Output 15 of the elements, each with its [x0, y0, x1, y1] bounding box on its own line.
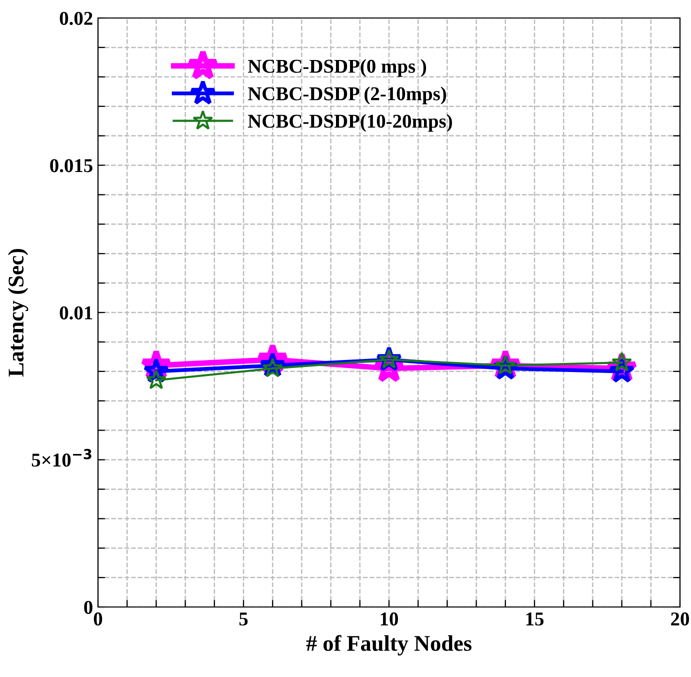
legend-label: NCBC-DSDP(10-20mps)	[248, 114, 452, 132]
x-tick-label: 5	[239, 612, 248, 626]
x-axis-title: # of Faulty Nodes	[306, 635, 472, 656]
y-tick-label: 5×10$^{−3}$	[32, 448, 92, 467]
y-axis-title: Latency (Sec)	[8, 248, 28, 377]
x-tick-label: 10	[380, 612, 398, 626]
y-tick-label: 0	[84, 600, 92, 614]
x-tick-label: 15	[526, 612, 544, 626]
y-tick-label: 0.01	[60, 306, 92, 320]
y-tick-label: 0.015	[50, 159, 92, 172]
x-tick-label: 0	[94, 612, 102, 626]
legend-label: NCBC-DSDP(0 mps )	[248, 59, 426, 77]
x-tick-label: 20	[671, 612, 689, 626]
legend-label: NCBC-DSDP (2-10mps)	[248, 86, 446, 104]
y-tick-label: 0.02	[60, 12, 92, 26]
